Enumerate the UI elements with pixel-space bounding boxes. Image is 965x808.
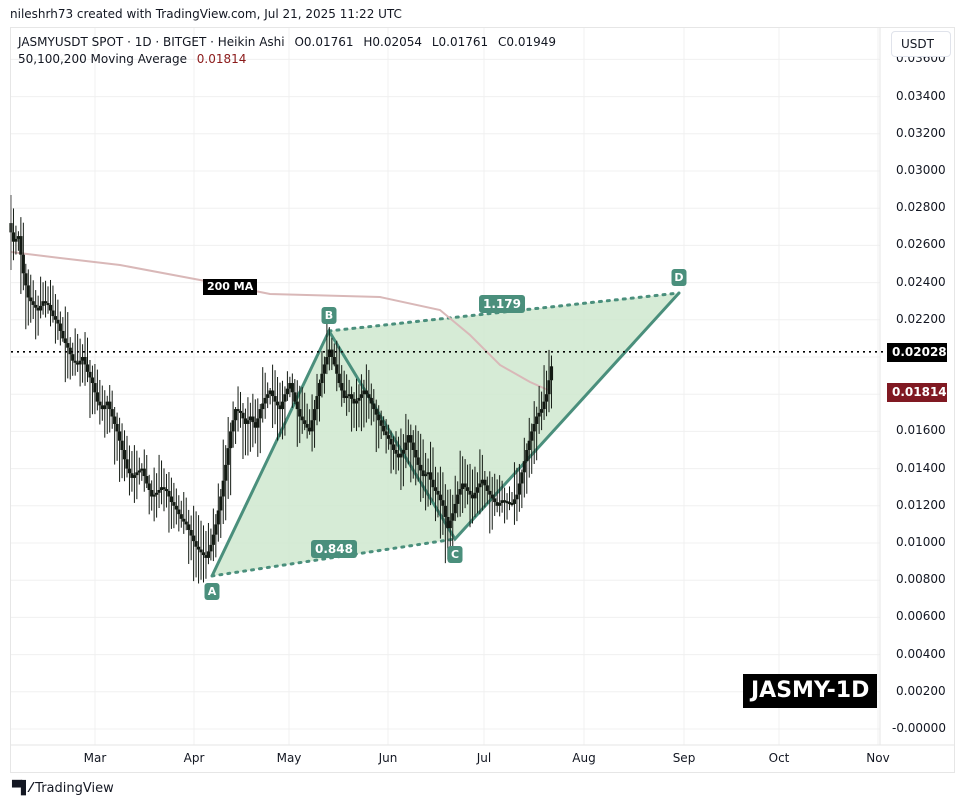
pattern-ratio-label: 0.848 — [311, 540, 357, 558]
last-price-tag: 0.02028 — [887, 343, 947, 362]
time-tick-label: Oct — [768, 751, 790, 765]
time-tick-label: Mar — [83, 751, 107, 765]
price-tick-label: 0.02200 — [896, 311, 946, 326]
time-tick-label: Apr — [183, 751, 205, 765]
time-tick-label: Sep — [672, 751, 696, 765]
tradingview-logo-text: TradingView — [35, 781, 114, 796]
price-tick-label: 0.01200 — [896, 497, 946, 512]
price-tick-label: 0.00200 — [896, 683, 946, 698]
pattern-ratio-label: 1.179 — [479, 295, 525, 313]
price-tick-label: 0.00800 — [896, 572, 946, 587]
ma-indicator-label[interactable]: 50,100,200 Moving Average — [18, 52, 187, 66]
chart-credit: nileshrh73 created with TradingView.com,… — [10, 7, 402, 21]
price-tick-label: 0.00400 — [896, 646, 946, 661]
price-tick-label: 0.03400 — [896, 88, 946, 103]
pattern-point-c: C — [447, 546, 463, 563]
price-tick-label: 0.01000 — [896, 535, 946, 549]
symbol-watermark: JASMY-1D — [743, 674, 878, 708]
time-tick-label: Aug — [572, 751, 596, 765]
ma-200-label: 200 MA — [203, 279, 258, 295]
price-tick-label: 0.02600 — [896, 237, 946, 252]
candlestick-series — [9, 195, 554, 584]
pattern-point-b: B — [321, 307, 337, 324]
pattern-point-a: A — [204, 583, 220, 600]
chart-legend: JASMYUSDT SPOT · 1D · BITGET · Heikin As… — [18, 34, 562, 68]
ohlc-open: O0.01761 — [294, 35, 354, 49]
price-tick-label: 0.01400 — [896, 460, 946, 475]
tradingview-logo-icon: ▀▌⁄ — [12, 781, 32, 796]
price-tick-label: 0.00600 — [896, 609, 946, 624]
time-tick-label: May — [276, 751, 302, 765]
time-tick-label: Nov — [866, 751, 890, 765]
chart-frame — [10, 27, 955, 773]
price-tick-label: -0.00000 — [892, 721, 946, 735]
pattern-point-d: D — [671, 269, 687, 286]
price-tick-label: 0.02400 — [896, 274, 946, 289]
ohlc-close: C0.01949 — [497, 35, 556, 49]
harmonic-pattern — [210, 291, 681, 578]
price-tick-label: 0.01600 — [896, 423, 946, 438]
tradingview-logo[interactable]: ▀▌⁄ TradingView — [12, 781, 114, 796]
symbol-info: JASMYUSDT SPOT · 1D · BITGET · Heikin As… — [18, 35, 285, 49]
price-tick-label: 0.03200 — [896, 125, 946, 140]
time-tick-label: Jul — [476, 751, 492, 765]
currency-unit-button[interactable]: USDT — [891, 31, 951, 57]
ohlc-low: L0.01761 — [431, 35, 489, 49]
price-tick-label: 0.02800 — [896, 200, 946, 215]
price-tick-label: 0.03000 — [896, 163, 946, 177]
ma-price-tag: 0.01814 — [887, 383, 947, 402]
ma-indicator-value: 0.01814 — [196, 52, 247, 66]
time-tick-label: Jun — [378, 751, 398, 765]
moving-average-200 — [10, 251, 549, 391]
ohlc-high: H0.02054 — [363, 35, 423, 49]
